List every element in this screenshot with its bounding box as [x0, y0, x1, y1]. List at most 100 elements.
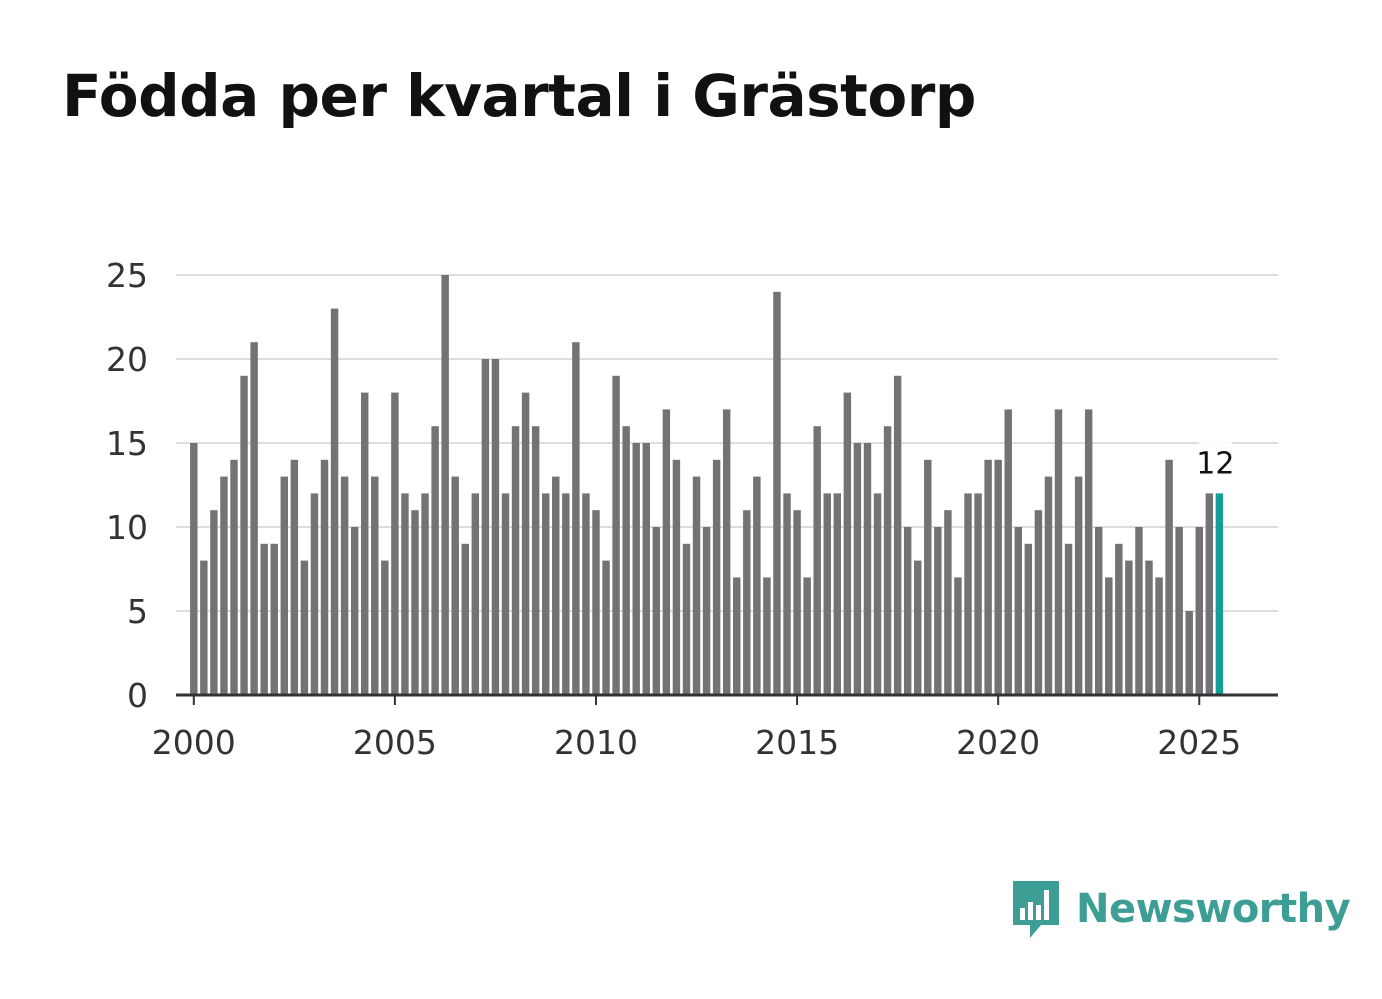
y-tick-label: 15 — [106, 424, 148, 463]
bar — [602, 560, 610, 695]
y-tick-label: 20 — [106, 340, 148, 379]
bar — [461, 543, 469, 695]
bar — [451, 476, 459, 695]
y-tick-label: 10 — [106, 508, 148, 547]
bar — [1095, 527, 1103, 695]
bar — [622, 426, 630, 695]
bar — [330, 308, 339, 695]
bar — [552, 476, 560, 695]
x-axis-ticks: 2000 2005 2010 2015 2020 2025 — [152, 695, 1241, 762]
bar — [210, 510, 218, 695]
bar — [270, 543, 278, 695]
bar — [753, 476, 761, 695]
y-tick-label: 5 — [127, 592, 148, 631]
bar — [290, 459, 299, 695]
bar — [843, 392, 852, 695]
x-tick-label: 2010 — [554, 723, 638, 762]
bar — [662, 409, 671, 695]
bar — [964, 493, 972, 695]
x-tick-label: 2005 — [353, 723, 437, 762]
bar-chart-speech-bubble-icon — [1013, 881, 1059, 938]
bar-highlight — [1215, 493, 1224, 695]
bar — [1155, 577, 1163, 695]
bar — [190, 443, 198, 695]
bar — [1084, 409, 1093, 695]
bar — [1105, 577, 1113, 695]
bar — [863, 443, 872, 695]
bar — [572, 342, 580, 695]
y-tick-label: 25 — [106, 256, 148, 295]
bar — [310, 493, 319, 695]
bar — [491, 359, 500, 695]
bar — [541, 493, 550, 695]
bar — [1014, 527, 1023, 695]
bar — [1074, 476, 1083, 695]
bar — [954, 577, 962, 695]
bar — [441, 275, 449, 695]
bar — [1115, 543, 1123, 695]
bar — [712, 459, 721, 695]
bar — [743, 510, 751, 695]
bar — [924, 459, 932, 695]
bar — [250, 342, 258, 695]
bar — [722, 409, 731, 695]
bar — [813, 426, 821, 695]
bar — [1044, 476, 1053, 695]
y-tick-label: 0 — [127, 676, 148, 715]
bar — [240, 375, 248, 695]
bar — [833, 493, 842, 695]
bar — [632, 443, 640, 695]
bar — [300, 560, 309, 695]
bar — [501, 493, 510, 695]
bar — [320, 459, 329, 695]
bar — [381, 560, 389, 695]
bar — [1125, 560, 1133, 695]
bar — [220, 476, 228, 695]
bar — [350, 527, 359, 695]
bar — [1135, 527, 1143, 695]
bar — [1004, 409, 1012, 695]
bar — [733, 577, 741, 695]
bar — [260, 543, 268, 695]
bar — [944, 510, 952, 695]
bar — [421, 493, 429, 695]
bar — [471, 493, 480, 695]
bar — [672, 459, 681, 695]
bar — [1175, 527, 1183, 695]
bar — [1205, 493, 1214, 695]
bar — [562, 493, 570, 695]
bar — [340, 476, 349, 695]
bar — [903, 527, 912, 695]
bar — [702, 527, 711, 695]
bar — [1185, 611, 1193, 695]
bar — [592, 510, 600, 695]
bar — [1034, 510, 1043, 695]
bar — [582, 493, 590, 695]
bar — [200, 560, 208, 695]
bar — [280, 476, 289, 695]
chart-title: Födda per kvartal i Grästorp — [62, 62, 976, 130]
bar — [994, 459, 1002, 695]
bar — [692, 476, 701, 695]
bar — [511, 426, 520, 695]
bar — [642, 443, 650, 695]
bar — [521, 392, 530, 695]
bar — [391, 392, 399, 695]
bar — [401, 493, 409, 695]
bar — [974, 493, 982, 695]
bar — [773, 291, 781, 695]
x-tick-label: 2000 — [152, 723, 236, 762]
bar — [612, 375, 620, 695]
bar — [1145, 560, 1153, 695]
bar — [1165, 459, 1173, 695]
bars — [190, 275, 1224, 695]
bar — [793, 510, 801, 695]
brand-name: Newsworthy — [1076, 886, 1351, 932]
brand-logo: Newsworthy — [1010, 878, 1351, 940]
bar — [873, 493, 882, 695]
bar — [853, 443, 862, 695]
bar — [763, 577, 771, 695]
bar — [481, 359, 490, 695]
bar — [984, 459, 992, 695]
